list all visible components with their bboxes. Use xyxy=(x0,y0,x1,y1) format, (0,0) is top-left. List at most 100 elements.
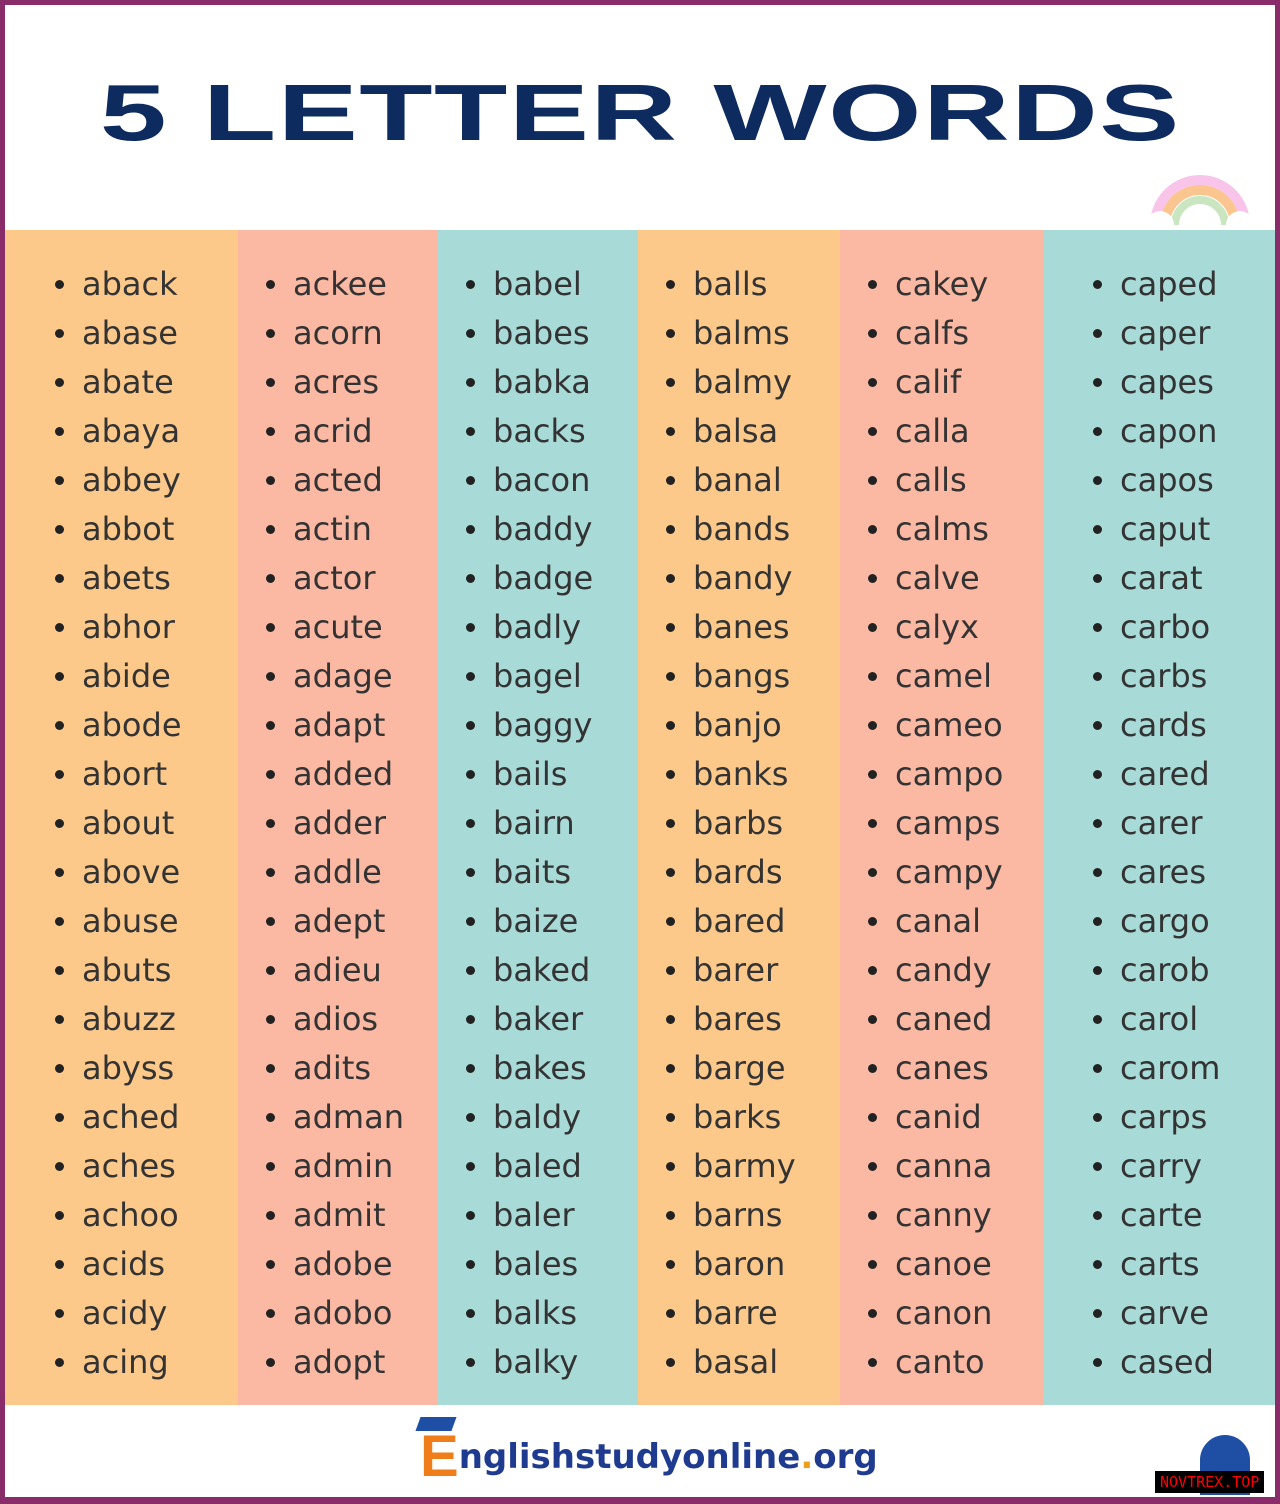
list-item: babes xyxy=(466,309,638,358)
word: acted xyxy=(293,461,383,499)
word: cared xyxy=(1120,755,1210,793)
word: barks xyxy=(693,1098,782,1136)
bullet-icon xyxy=(868,525,877,534)
bullet-icon xyxy=(1093,1211,1102,1220)
word: canoe xyxy=(895,1245,992,1283)
bullet-icon xyxy=(55,770,64,779)
list-item: banks xyxy=(666,750,840,799)
word: barge xyxy=(693,1049,786,1087)
word: abort xyxy=(82,755,168,793)
list-item: badge xyxy=(466,554,638,603)
list-item: banes xyxy=(666,603,840,652)
word: abhor xyxy=(82,608,175,646)
word: adobe xyxy=(293,1245,393,1283)
bullet-icon xyxy=(55,1358,64,1367)
word: balls xyxy=(693,265,768,303)
bullet-icon xyxy=(55,1260,64,1269)
bullet-icon xyxy=(55,280,64,289)
word: adder xyxy=(293,804,387,842)
bullet-icon xyxy=(55,1211,64,1220)
word: balmy xyxy=(693,363,792,401)
bullet-icon xyxy=(266,721,275,730)
list-item: calif xyxy=(868,358,1043,407)
list-item: cares xyxy=(1093,848,1275,897)
list-item: caped xyxy=(1093,260,1275,309)
list-item: abode xyxy=(55,701,238,750)
bullet-icon xyxy=(666,1113,675,1122)
bullet-icon xyxy=(55,427,64,436)
list-item: barks xyxy=(666,1093,840,1142)
word: adman xyxy=(293,1098,404,1136)
word: calms xyxy=(895,510,989,548)
bullet-icon xyxy=(1093,1162,1102,1171)
bullet-icon xyxy=(266,378,275,387)
word: carol xyxy=(1120,1000,1199,1038)
list-item: adits xyxy=(266,1044,438,1093)
word-list: ackee acorn acres acrid acted actin actor acute… xyxy=(266,260,438,1387)
word: canes xyxy=(895,1049,989,1087)
word: canal xyxy=(895,902,981,940)
word: bares xyxy=(693,1000,782,1038)
word: bared xyxy=(693,902,786,940)
list-item: above xyxy=(55,848,238,897)
word-list: aback abase abate abaya abbey abbot abets abhor… xyxy=(55,260,238,1387)
bullet-icon xyxy=(1093,966,1102,975)
word: baddy xyxy=(493,510,593,548)
word: backs xyxy=(493,412,586,450)
list-item: carte xyxy=(1093,1191,1275,1240)
list-item: bangs xyxy=(666,652,840,701)
word: carbo xyxy=(1120,608,1211,646)
list-item: baggy xyxy=(466,701,638,750)
footer: E nglishstudyonline.org NOVTREX.TOP xyxy=(5,1405,1275,1497)
bullet-icon xyxy=(466,329,475,338)
word: adits xyxy=(293,1049,372,1087)
list-item: abuzz xyxy=(55,995,238,1044)
bullet-icon xyxy=(666,1064,675,1073)
word: bagel xyxy=(493,657,582,695)
word: admin xyxy=(293,1147,394,1185)
list-item: acute xyxy=(266,603,438,652)
bullet-icon xyxy=(868,427,877,436)
bullet-icon xyxy=(868,623,877,632)
list-item: adder xyxy=(266,799,438,848)
word: carry xyxy=(1120,1147,1202,1185)
word: calif xyxy=(895,363,962,401)
word: aches xyxy=(82,1147,176,1185)
list-item: aback xyxy=(55,260,238,309)
word: banal xyxy=(693,461,782,499)
list-item: abuts xyxy=(55,946,238,995)
list-item: ached xyxy=(55,1093,238,1142)
word: baits xyxy=(493,853,572,891)
word: carat xyxy=(1120,559,1203,597)
bullet-icon xyxy=(868,868,877,877)
bullet-icon xyxy=(466,966,475,975)
list-item: calls xyxy=(868,456,1043,505)
word: adopt xyxy=(293,1343,386,1381)
bullet-icon xyxy=(1093,868,1102,877)
word-list: caped caper capes capon capos caput carat carbo… xyxy=(1093,260,1275,1387)
word: abaya xyxy=(82,412,181,450)
bullet-icon xyxy=(868,329,877,338)
bullet-icon xyxy=(266,1309,275,1318)
list-item: ackee xyxy=(266,260,438,309)
bullet-icon xyxy=(266,280,275,289)
word: banks xyxy=(693,755,789,793)
word: balsa xyxy=(693,412,779,450)
list-item: adios xyxy=(266,995,438,1044)
page-title: 5 LETTER WORDS xyxy=(5,67,1275,159)
list-item: balks xyxy=(466,1289,638,1338)
bullet-icon xyxy=(1093,574,1102,583)
list-item: acidy xyxy=(55,1289,238,1338)
word: calve xyxy=(895,559,980,597)
list-item: baddy xyxy=(466,505,638,554)
list-item: adapt xyxy=(266,701,438,750)
list-item: calve xyxy=(868,554,1043,603)
list-item: carbo xyxy=(1093,603,1275,652)
word: calla xyxy=(895,412,970,450)
rainbow-icon xyxy=(1146,175,1254,230)
word: cares xyxy=(1120,853,1207,891)
list-item: calla xyxy=(868,407,1043,456)
word: about xyxy=(82,804,175,842)
word: adios xyxy=(293,1000,379,1038)
word: babka xyxy=(493,363,591,401)
